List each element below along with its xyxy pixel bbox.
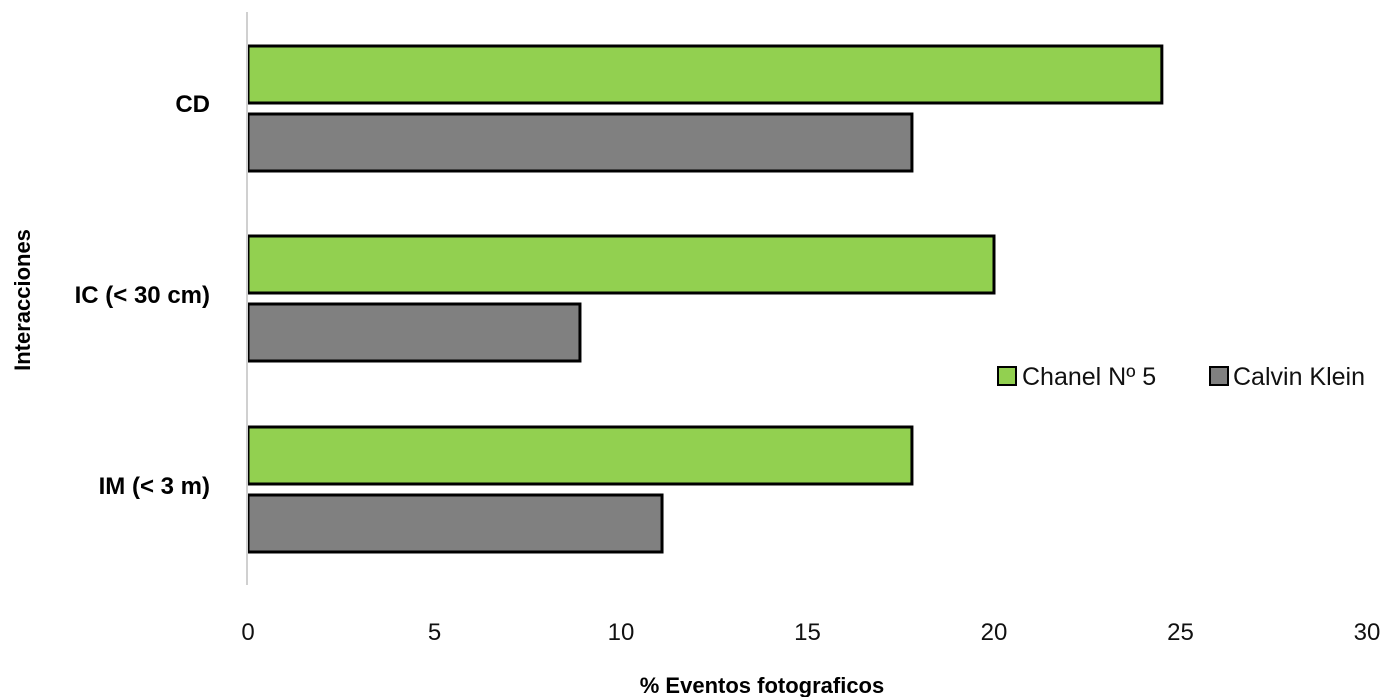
x-tick-label-15: 15 xyxy=(794,619,821,646)
bar-chanel-n-5-im-3-m xyxy=(246,425,914,486)
category-labels: CD IC (< 30 cm) IM (< 3 m) xyxy=(75,91,210,500)
x-tick-labels: 0 5 10 15 20 25 30 xyxy=(241,619,1380,646)
x-tick-label-30: 30 xyxy=(1354,619,1381,646)
y-axis-title: Interacciones xyxy=(10,229,35,371)
bars-group xyxy=(246,44,1164,554)
bar-calvin-klein-ic-30-cm xyxy=(246,302,582,363)
category-label-ic-30-cm: IC (< 30 cm) xyxy=(75,282,210,309)
legend-label-chanel-n-5: Chanel Nº 5 xyxy=(1022,363,1156,391)
legend-swatch-calvin-klein xyxy=(1209,366,1229,386)
x-tick-label-5: 5 xyxy=(428,619,441,646)
bar-chanel-n-5-ic-30-cm xyxy=(246,234,996,295)
x-tick-label-25: 25 xyxy=(1167,619,1194,646)
legend-label-calvin-klein: Calvin Klein xyxy=(1233,363,1365,391)
bar-chanel-n-5-cd xyxy=(246,44,1164,105)
x-tick-label-10: 10 xyxy=(608,619,635,646)
bar-calvin-klein-cd xyxy=(246,112,914,173)
x-axis-title: % Eventos fotograficos xyxy=(640,673,884,697)
category-label-im-3-m: IM (< 3 m) xyxy=(99,473,210,500)
category-label-cd: CD xyxy=(175,91,210,118)
x-tick-label-20: 20 xyxy=(981,619,1008,646)
legend: Chanel Nº 5 Calvin Klein xyxy=(997,363,1365,391)
bar-calvin-klein-im-3-m xyxy=(246,493,664,554)
x-tick-label-0: 0 xyxy=(241,619,254,646)
legend-swatch-chanel-n-5 xyxy=(997,366,1017,386)
